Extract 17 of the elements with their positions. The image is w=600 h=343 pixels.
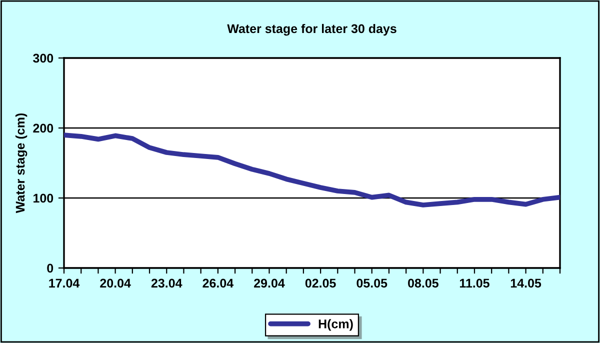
x-tick-label: 17.04 xyxy=(49,278,80,288)
legend-label: H(cm) xyxy=(318,319,353,331)
x-tick-label: 23.04 xyxy=(151,278,182,288)
y-tick-label: 300 xyxy=(33,54,54,63)
chart-title: Water stage for later 30 days xyxy=(227,24,396,36)
x-tick-label: 02.05 xyxy=(305,278,336,288)
y-tick-label: 100 xyxy=(34,194,54,203)
y-tick-label: 0 xyxy=(47,264,54,273)
x-tick-label: 05.05 xyxy=(356,278,388,288)
x-tick-label: 08.05 xyxy=(408,278,438,288)
y-tick-label: 200 xyxy=(33,124,54,133)
x-tick-label: 14.05 xyxy=(510,278,542,288)
x-tick-label: 11.05 xyxy=(460,278,490,288)
x-tick-label: 26.04 xyxy=(202,278,234,288)
x-tick-label: 29.04 xyxy=(254,278,285,288)
x-tick-label: 20.04 xyxy=(100,278,131,288)
y-axis-title: Water stage (cm) xyxy=(15,113,28,214)
